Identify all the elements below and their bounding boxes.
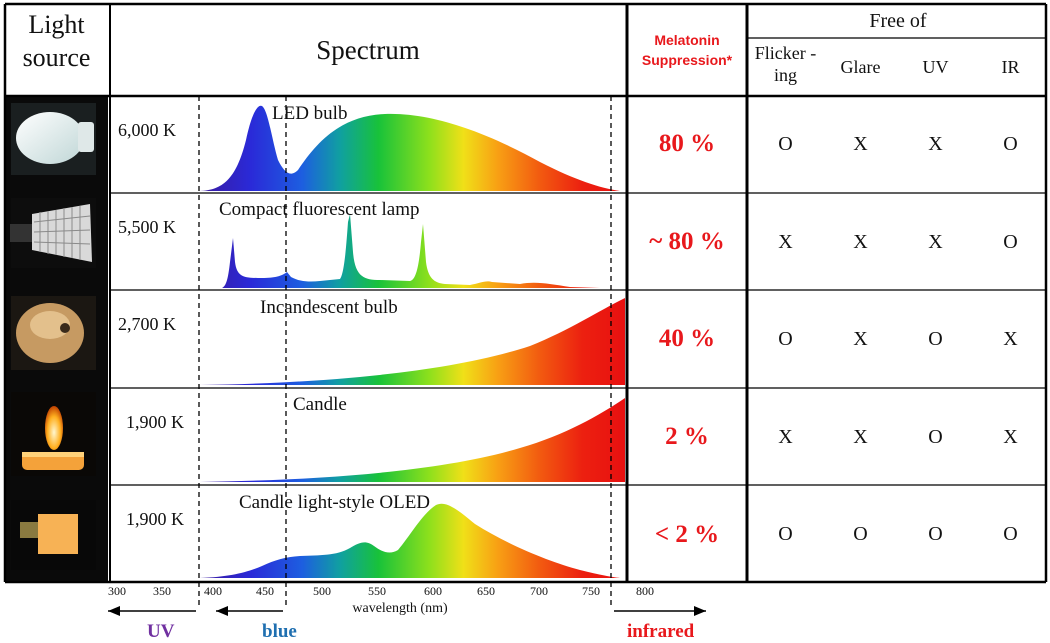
axis-tick-600: 600 [424, 584, 442, 598]
row3-free-flickering: O [778, 328, 793, 350]
row3-free-uv: O [928, 328, 943, 350]
row5-color-temperature: 1,900 K [126, 509, 184, 529]
row4-light-name: Candle [293, 394, 347, 415]
cfl-photo [10, 198, 96, 268]
axis-tick-450: 450 [256, 584, 274, 598]
header-ir: IR [1001, 57, 1020, 77]
axis-tick-700: 700 [530, 584, 548, 598]
band-label-blue: blue [262, 621, 297, 642]
row2-free-ir: O [1003, 231, 1018, 253]
axis-title-wavelength: wavelength (nm) [352, 601, 448, 616]
header-light-source: Light source [22, 10, 91, 72]
row3-free-glare: X [853, 328, 868, 350]
row5-free-uv: O [928, 523, 943, 545]
band-label-uv: UV [147, 621, 175, 642]
band-arrows [108, 606, 706, 616]
axis-tick-400: 400 [204, 584, 222, 598]
row2-color-temperature: 5,500 K [118, 217, 176, 237]
row4-melatonin-value: 2 % [665, 423, 709, 450]
row5-melatonin-value: < 2 % [654, 521, 720, 548]
row1-free-glare: X [853, 133, 868, 155]
row4-free-flickering: X [778, 426, 793, 448]
band-label-infrared: infrared [627, 621, 695, 642]
spectrum-curve-row5 [200, 503, 620, 578]
axis-tick-550: 550 [368, 584, 386, 598]
row1-color-temperature: 6,000 K [118, 120, 176, 140]
spectrum-curve-row1 [200, 105, 620, 191]
row1-free-ir: O [1003, 133, 1018, 155]
row3-light-name: Incandescent bulb [260, 297, 398, 318]
row4-color-temperature: 1,900 K [126, 412, 184, 432]
header-melatonin-suppression: Melatonin Suppression* [641, 32, 733, 68]
row4-free-ir: X [1003, 426, 1018, 448]
header-glare: Glare [840, 57, 881, 77]
row2-free-flickering: X [778, 231, 793, 253]
header-spectrum: Spectrum [316, 35, 420, 65]
row2-free-glare: X [853, 231, 868, 253]
axis-tick-750: 750 [582, 584, 600, 598]
row3-color-temperature: 2,700 K [118, 314, 176, 334]
axis-tick-500: 500 [313, 584, 331, 598]
row5-free-flickering: O [778, 523, 793, 545]
axis-tick-300: 300 [108, 584, 126, 598]
band-dashed-lines [198, 96, 612, 608]
axis-tick-800: 800 [636, 584, 654, 598]
row2-light-name: Compact fluorescent lamp [219, 199, 420, 220]
row2-melatonin-value: ~ 80 % [649, 228, 725, 255]
header-uv: UV [922, 57, 949, 77]
row5-free-ir: O [1003, 523, 1018, 545]
axis-tick-650: 650 [477, 584, 495, 598]
uv-arrow-head [108, 606, 120, 616]
header-flickering: Flicker -ing [754, 43, 817, 85]
row1-free-uv: X [928, 133, 943, 155]
candle-photo [11, 392, 96, 476]
led-bulb-photo [11, 103, 96, 175]
blue-arrow-head [216, 606, 228, 616]
row5-free-glare: O [853, 523, 868, 545]
row1-light-name: LED bulb [272, 103, 348, 124]
incandescent-photo [11, 296, 96, 370]
header-free-of: Free of [869, 10, 927, 32]
axis-tick-350: 350 [153, 584, 171, 598]
row1-melatonin-value: 80 % [658, 130, 716, 157]
row3-melatonin-value: 40 % [658, 325, 716, 352]
spectrum-curve-row3 [200, 298, 625, 385]
row4-free-uv: O [928, 426, 943, 448]
spectrum-curve-row2 [200, 214, 620, 288]
infrared-arrow-head [694, 606, 706, 616]
row3-free-ir: X [1003, 328, 1018, 350]
row2-free-uv: X [928, 231, 943, 253]
row1-free-flickering: O [778, 133, 793, 155]
row4-free-glare: X [853, 426, 868, 448]
table-grid [3, 2, 1048, 584]
oled-photo [11, 500, 96, 570]
row5-light-name: Candle light-style OLED [239, 492, 431, 513]
spectrum-curve-row4 [200, 398, 625, 482]
spectra-group [200, 105, 625, 578]
